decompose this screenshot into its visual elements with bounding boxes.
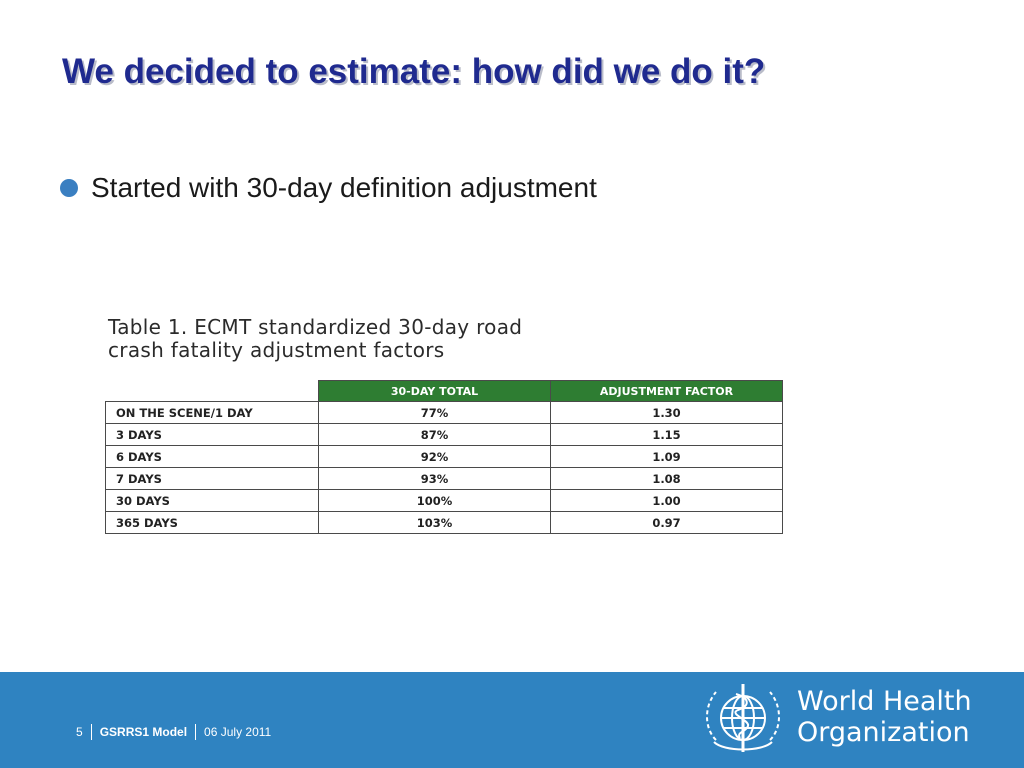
row-adjustment-factor: 1.08 — [550, 467, 783, 490]
bullet-text: Started with 30-day definition adjustmen… — [91, 172, 597, 203]
bullet-dot-icon — [60, 179, 78, 197]
footer-divider — [195, 724, 197, 740]
row-label: 365 DAYS — [105, 511, 319, 534]
table-row: 3 DAYS 87% 1.15 — [105, 423, 783, 446]
row-30-day-total: 93% — [318, 467, 551, 490]
bullet-item: Started with 30-day definition adjustmen… — [60, 172, 597, 204]
row-label: 3 DAYS — [105, 423, 319, 446]
page-number: 5 — [76, 725, 83, 739]
row-30-day-total: 92% — [318, 445, 551, 468]
table-caption: Table 1. ECMT standardized 30-day road c… — [108, 315, 523, 362]
table-row: ON THE SCENE/1 DAY 77% 1.30 — [105, 401, 783, 424]
footer-info: 5 GSRRS1 Model 06 July 2011 — [76, 724, 271, 740]
row-30-day-total: 103% — [318, 511, 551, 534]
footer-model-name: GSRRS1 Model — [99, 725, 188, 739]
row-adjustment-factor: 1.09 — [550, 445, 783, 468]
slide-title: We decided to estimate: how did we do it… — [62, 52, 766, 91]
row-30-day-total: 100% — [318, 489, 551, 512]
table-row: 30 DAYS 100% 1.00 — [105, 489, 783, 512]
row-label: 7 DAYS — [105, 467, 319, 490]
table-header-row: 30-DAY TOTAL ADJUSTMENT FACTOR — [105, 380, 783, 402]
table-row: 7 DAYS 93% 1.08 — [105, 467, 783, 490]
row-adjustment-factor: 1.15 — [550, 423, 783, 446]
row-label: 30 DAYS — [105, 489, 319, 512]
who-emblem-icon — [706, 684, 780, 752]
adjustment-factor-table: 30-DAY TOTAL ADJUSTMENT FACTOR ON THE SC… — [105, 380, 783, 534]
table-header-blank — [105, 380, 319, 402]
footer-bar — [0, 672, 1024, 768]
who-organization-name: World Health Organization — [797, 686, 972, 748]
table-header-30-day-total: 30-DAY TOTAL — [318, 380, 551, 402]
row-30-day-total: 77% — [318, 401, 551, 424]
table-row: 6 DAYS 92% 1.09 — [105, 445, 783, 468]
table-header-adjustment-factor: ADJUSTMENT FACTOR — [550, 380, 783, 402]
row-adjustment-factor: 1.30 — [550, 401, 783, 424]
row-30-day-total: 87% — [318, 423, 551, 446]
footer-divider — [90, 724, 92, 740]
row-label: 6 DAYS — [105, 445, 319, 468]
row-adjustment-factor: 1.00 — [550, 489, 783, 512]
table-row: 365 DAYS 103% 0.97 — [105, 511, 783, 534]
row-adjustment-factor: 0.97 — [550, 511, 783, 534]
row-label: ON THE SCENE/1 DAY — [105, 401, 319, 424]
footer-date: 06 July 2011 — [204, 725, 272, 739]
